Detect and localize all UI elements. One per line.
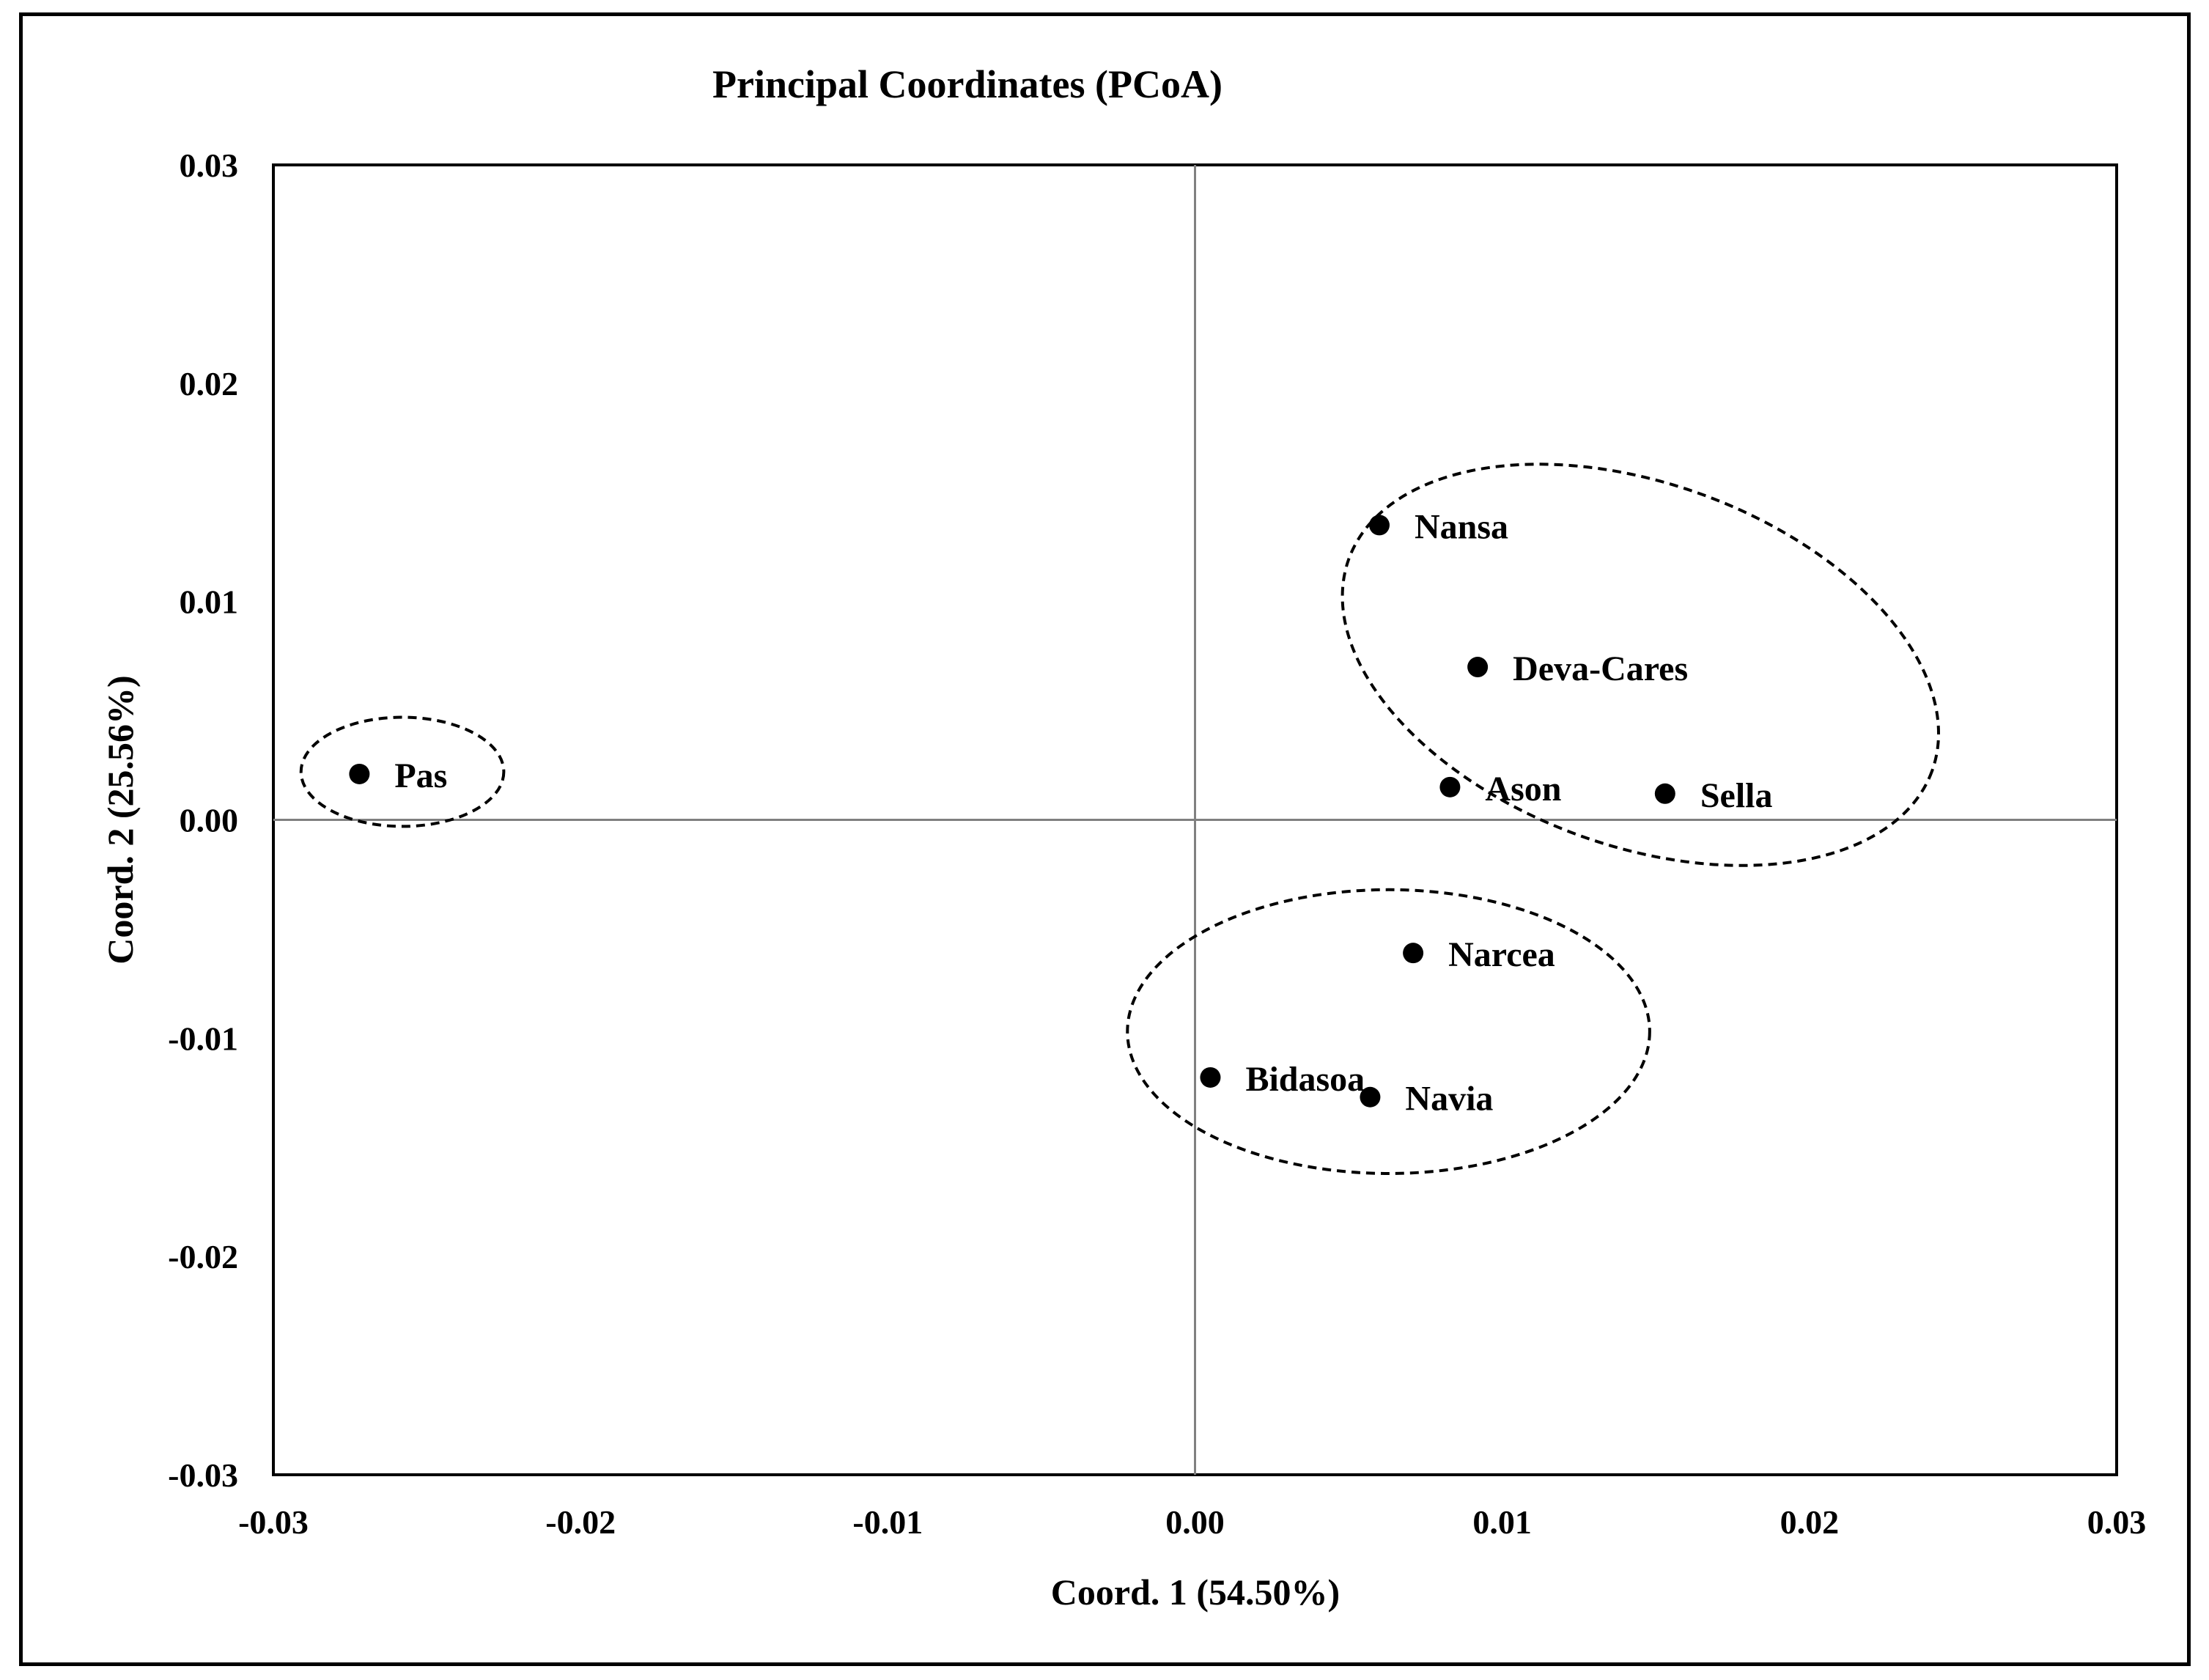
chart-title: Principal Coordinates (PCoA) (712, 62, 1222, 106)
data-point (1654, 783, 1675, 804)
pcoa-chart: Principal Coordinates (PCoA) Pas Nansa Dev… (100, 62, 2146, 1613)
point-label: Ason (1485, 770, 1561, 808)
point-label: Deva-Cares (1513, 649, 1688, 688)
point-label: Navia (1405, 1080, 1493, 1119)
x-axis-label: Coord. 1 (54.50%) (1051, 1572, 1340, 1613)
y-tick-label: 0.03 (180, 147, 239, 184)
data-point (1369, 515, 1390, 536)
data-point (1439, 776, 1461, 797)
group-ellipse (299, 715, 506, 828)
data-point (1403, 943, 1424, 964)
point-label: Nansa (1415, 507, 1508, 546)
data-points: Pas Nansa Deva-Cares Ason Sella Narcea Bidasoa… (349, 507, 1773, 1119)
y-axis-label: Coord. 2 (25.56%) (100, 675, 141, 964)
x-tick-label: -0.02 (545, 1503, 616, 1541)
point-label: Pas (394, 756, 447, 795)
data-point (1467, 657, 1489, 678)
group-ellipse (1340, 463, 1941, 867)
x-tick-label: 0.02 (1780, 1503, 1840, 1541)
data-point (349, 763, 370, 784)
y-tick-label: 0.00 (180, 802, 239, 839)
x-tick-label: 0.00 (1165, 1503, 1225, 1541)
data-point (1360, 1086, 1381, 1108)
x-tick-label: 0.01 (1472, 1503, 1532, 1541)
zero-axes (273, 165, 2117, 1475)
point-label: Sella (1700, 776, 1773, 815)
group-ellipses (299, 463, 1941, 1175)
group-ellipse (1126, 888, 1651, 1175)
y-tick-label: -0.03 (168, 1456, 238, 1494)
data-point (1200, 1066, 1221, 1088)
x-tick-label: -0.03 (238, 1503, 309, 1541)
point-label: Bidasoa (1245, 1060, 1365, 1099)
point-label: Narcea (1448, 935, 1555, 974)
y-tick-label: 0.02 (180, 365, 239, 402)
y-tick-label: -0.02 (168, 1238, 238, 1275)
x-tick-label: -0.01 (852, 1503, 923, 1541)
y-tick-label: -0.01 (168, 1020, 238, 1057)
x-tick-labels: -0.03 -0.02 -0.01 0.00 0.01 0.02 0.03 (238, 1503, 2146, 1541)
y-tick-label: 0.01 (180, 583, 239, 621)
y-tick-labels: 0.03 0.02 0.01 0.00 -0.01 -0.02 -0.03 (168, 147, 238, 1494)
figure-frame: Principal Coordinates (PCoA) Pas Nansa Dev… (19, 12, 2191, 1666)
x-tick-label: 0.03 (2087, 1503, 2147, 1541)
